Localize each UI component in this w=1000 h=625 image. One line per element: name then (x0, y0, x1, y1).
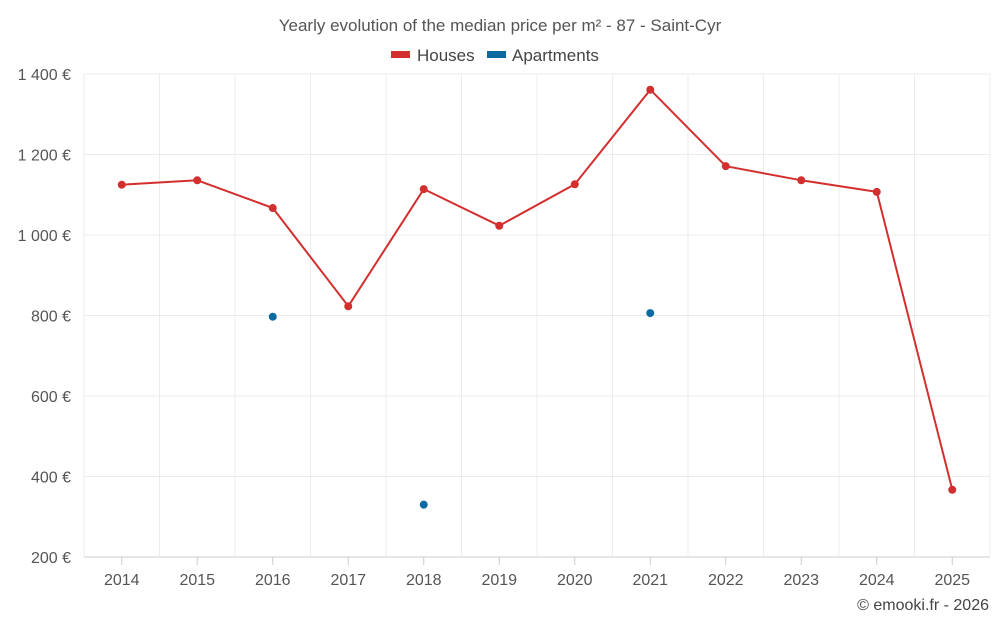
data-point-houses-2019 (495, 221, 504, 230)
y-axis-ticks: 200 € 400 € 600 € 800 € 1 000 € 1 200 € 1 400 … (18, 67, 71, 567)
data-point-houses-2020 (570, 180, 579, 189)
y-tick-label: 400 € (31, 470, 71, 487)
data-point-apartments-2021 (646, 309, 655, 318)
legend-label-houses: Houses (417, 46, 475, 65)
data-point-houses-2017 (344, 302, 353, 311)
x-tick-label: 2021 (632, 572, 668, 589)
y-tick-label: 1 000 € (18, 228, 71, 245)
x-tick-label: 2015 (179, 572, 215, 589)
y-tick-label: 800 € (31, 309, 71, 326)
data-point-houses-2018 (419, 185, 428, 194)
y-tick-label: 1 200 € (18, 148, 71, 165)
data-point-houses-2021 (646, 85, 655, 94)
x-tick-label: 2025 (934, 572, 970, 589)
data-point-houses-2016 (268, 204, 277, 213)
x-tick-label: 2016 (255, 572, 291, 589)
data-point-houses-2024 (872, 187, 881, 196)
credit: © emooki.fr - 2026 (857, 597, 989, 614)
data-point-apartments-2018 (419, 500, 428, 509)
x-tick-label: 2022 (708, 572, 744, 589)
x-tick-label: 2024 (859, 572, 895, 589)
y-tick-label: 600 € (31, 389, 71, 406)
legend-swatch-houses (391, 51, 410, 58)
y-tick-label: 200 € (31, 550, 71, 567)
data-point-apartments-2016 (268, 312, 277, 321)
x-tick-label: 2014 (104, 572, 140, 589)
y-tick-label: 1 400 € (18, 67, 71, 84)
series-layer (117, 85, 957, 509)
grid (83, 73, 991, 558)
data-point-houses-2025 (948, 485, 957, 494)
legend: Houses Apartments (391, 46, 599, 65)
series-line-houses (121, 88, 954, 491)
data-point-houses-2022 (721, 162, 730, 171)
data-point-houses-2023 (797, 176, 806, 185)
x-tick-label: 2023 (783, 572, 819, 589)
x-tick-label: 2020 (557, 572, 593, 589)
x-tick-label: 2018 (406, 572, 442, 589)
chart-title: Yearly evolution of the median price per… (279, 16, 722, 35)
x-tick-label: 2019 (481, 572, 517, 589)
x-tick-label: 2017 (330, 572, 366, 589)
legend-swatch-apartments (487, 51, 506, 58)
data-point-houses-2014 (117, 180, 126, 189)
legend-label-apartments: Apartments (512, 46, 599, 65)
data-point-houses-2015 (193, 176, 202, 185)
x-axis-ticks: 2014 2015 2016 2017 2018 2019 2020 2021 2022 2023… (104, 557, 970, 589)
